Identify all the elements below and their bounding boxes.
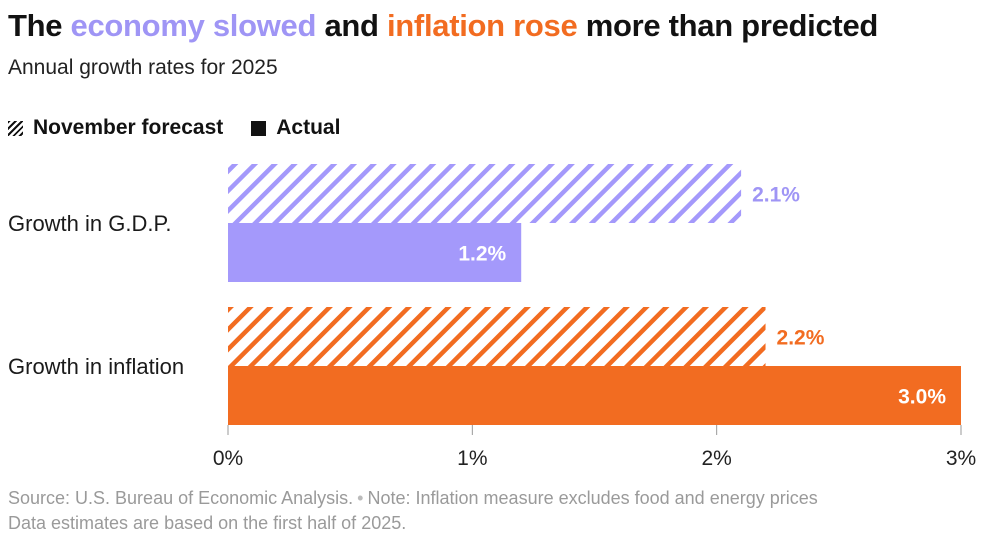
bars: 2.1% 1.2% 2.2% 3.0%: [228, 164, 961, 425]
source-text: Source: U.S. Bureau of Economic Analysis…: [8, 488, 354, 508]
source-line-2: Data estimates are based on the first ha…: [8, 513, 407, 533]
data-label-actual: 3.0%: [898, 386, 946, 409]
bar-chart: 0% 1% 2% 3% 2.1% 1.2% 2.2% 3.0% Growth in G.D.…: [8, 164, 976, 470]
title-part-3: more than predicted: [577, 8, 879, 43]
x-tick-label: 3%: [946, 447, 976, 470]
title-part-2: and: [316, 8, 387, 43]
x-tick-label: 1%: [457, 447, 487, 470]
note-text: Note: Inflation measure excludes food an…: [367, 488, 818, 508]
legend-item-forecast: November forecast: [8, 116, 223, 140]
bar-actual: [228, 366, 961, 425]
category-label: Growth in G.D.P.: [8, 211, 171, 236]
title-highlight-inflation: inflation rose: [386, 8, 578, 43]
data-label-actual: 1.2%: [458, 243, 506, 266]
hatch-swatch-icon: [8, 120, 23, 136]
legend: November forecast Actual: [8, 116, 368, 140]
data-label-forecast: 2.1%: [752, 184, 800, 207]
x-axis: 0% 1% 2% 3%: [213, 425, 976, 470]
bar-actual: [228, 223, 522, 282]
solid-swatch-icon: [251, 120, 267, 136]
x-tick-label: 0%: [213, 447, 243, 470]
legend-forecast-label: November forecast: [33, 116, 224, 139]
chart-subtitle: Annual growth rates for 2025: [8, 56, 278, 79]
category-labels: Growth in G.D.P. Growth in inflation: [8, 211, 184, 379]
separator-dot: •: [357, 488, 364, 508]
data-label-forecast: 2.2%: [777, 327, 825, 350]
title-part-1: The: [8, 8, 71, 43]
legend-item-actual: Actual: [251, 116, 340, 140]
legend-actual-label: Actual: [276, 116, 341, 139]
source-line-1: Source: U.S. Bureau of Economic Analysis…: [8, 486, 818, 511]
chart-title: The economy slowed and inflation rose mo…: [8, 8, 878, 44]
title-highlight-gdp: economy slowed: [70, 8, 317, 43]
source-note: Source: U.S. Bureau of Economic Analysis…: [8, 486, 818, 536]
category-label: Growth in inflation: [8, 354, 184, 379]
bar-forecast: [228, 164, 742, 223]
bar-forecast: [228, 307, 766, 366]
x-tick-label: 2%: [701, 447, 731, 470]
